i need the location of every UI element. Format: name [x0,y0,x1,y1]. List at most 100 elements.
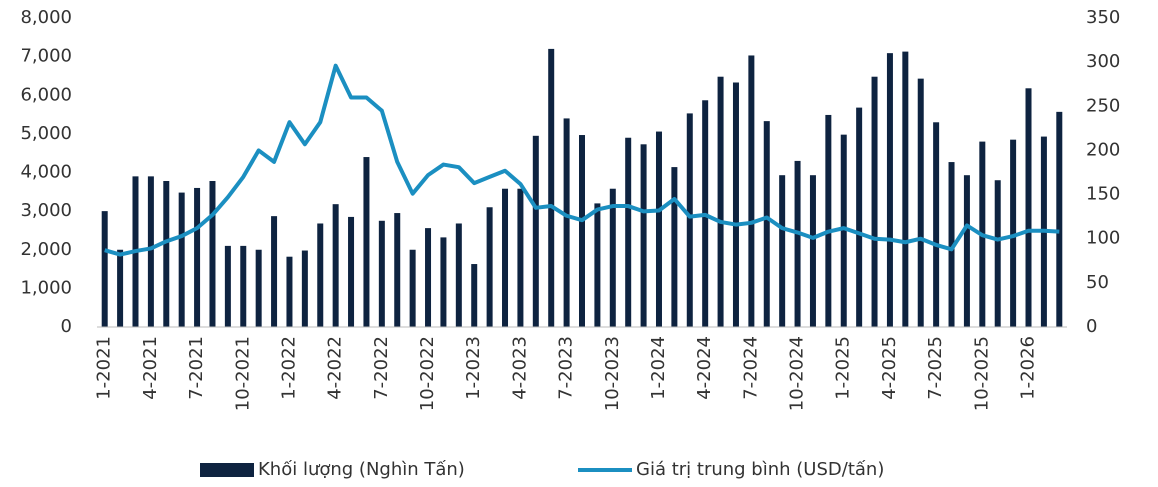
x-tick-label: 1-2024 [648,336,669,400]
bar [271,216,278,327]
bar [748,55,755,328]
bar [286,256,293,327]
bar [471,264,478,327]
x-tick-label: 1-2022 [278,336,299,400]
bar [240,245,247,327]
bar [840,134,847,327]
y2-tick-label: 250 [1086,95,1120,116]
bar [548,48,555,328]
bar [886,53,893,328]
bar [763,121,770,327]
y-tick-label: 0 [61,316,72,337]
y2-tick-label: 300 [1086,51,1120,72]
bar [363,157,370,327]
bar [871,76,878,328]
bar [563,118,570,327]
y2-tick-label: 200 [1086,139,1120,160]
legend-swatch [200,463,254,477]
bar [640,144,647,327]
bar [717,76,724,328]
bar [917,78,924,327]
x-tick-label: 4-2025 [879,336,900,400]
y2-tick-label: 100 [1086,228,1120,249]
bar [686,113,693,327]
x-tick-label: 10-2024 [787,336,808,411]
bar [332,204,339,327]
bar [609,188,616,327]
legend-label: Khối lượng (Nghìn Tấn) [258,459,465,480]
bar [809,175,816,327]
bar [194,187,201,327]
bar [209,180,216,327]
y-tick-label: 4,000 [20,162,72,183]
bar [409,249,416,327]
x-tick-label: 10-2023 [602,336,623,411]
bar [902,51,909,327]
bar [948,162,955,327]
x-tick-label: 7-2023 [556,336,577,400]
bar [101,211,108,327]
bar [1025,88,1032,327]
bar [348,216,355,327]
y-tick-label: 3,000 [20,200,72,221]
bar [671,167,678,327]
bar [378,220,385,327]
y-tick-label: 2,000 [20,239,72,260]
bar [517,188,524,327]
bar [779,175,786,327]
x-tick-label: 10-2025 [971,336,992,411]
x-tick-label: 7-2021 [186,336,207,400]
y-tick-label: 8,000 [20,7,72,28]
bar [117,249,124,327]
bar [794,160,801,327]
bar [394,213,401,327]
x-tick-label: 7-2024 [740,336,761,400]
bar [224,245,231,327]
bar [963,175,970,327]
bar [655,131,662,327]
y-tick-label: 6,000 [20,84,72,105]
bar [732,82,739,327]
bar [825,114,832,327]
bar [994,180,1001,327]
legend-label: Giá trị trung bình (USD/tấn) [636,459,884,480]
x-tick-label: 1-2023 [463,336,484,400]
bar [455,223,462,327]
y2-tick-label: 150 [1086,184,1120,205]
bar [301,250,308,327]
x-tick-label: 4-2023 [509,336,530,400]
y-tick-label: 7,000 [20,46,72,67]
bar [147,176,154,327]
bar [594,203,601,327]
bar [317,223,324,327]
bar [425,228,432,327]
bar [1056,111,1063,327]
x-tick-label: 1-2026 [1018,336,1039,400]
x-tick-label: 1-2021 [94,336,115,400]
bar [163,180,170,327]
y2-tick-label: 0 [1086,316,1097,337]
x-tick-label: 4-2021 [140,336,161,400]
bar [532,135,539,327]
bar [486,207,493,327]
y2-tick-label: 50 [1086,272,1109,293]
bar [933,122,940,327]
bar [1010,139,1017,327]
x-tick-label: 10-2021 [232,336,253,411]
x-tick-label: 1-2025 [833,336,854,400]
bar [255,249,262,327]
x-tick-label: 4-2022 [325,336,346,400]
bar [625,137,632,327]
x-tick-label: 4-2024 [694,336,715,400]
y-tick-label: 5,000 [20,123,72,144]
y2-tick-label: 350 [1086,7,1120,28]
x-tick-label: 7-2025 [925,336,946,400]
line [104,63,1060,257]
y-tick-label: 1,000 [20,277,72,298]
bar [440,237,447,327]
bar [856,107,863,327]
bar [502,188,509,327]
bar [579,135,585,327]
bar [178,192,185,327]
